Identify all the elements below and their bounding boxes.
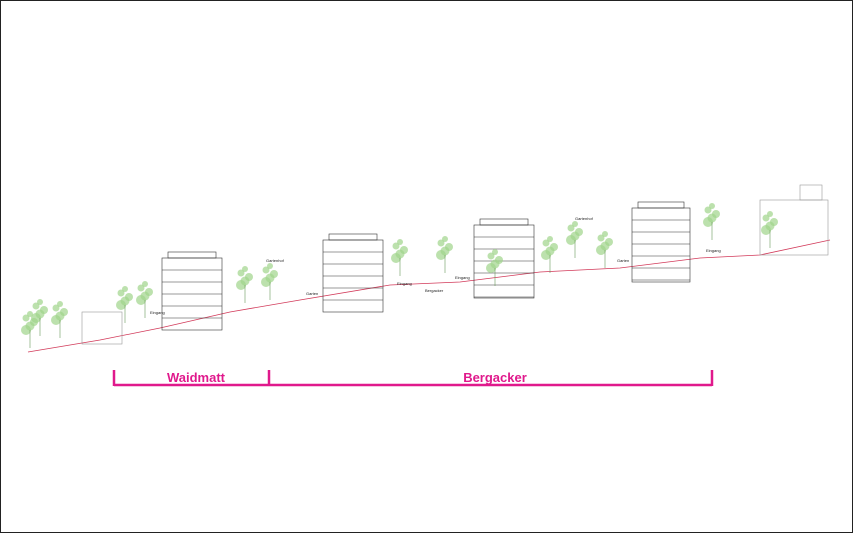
tree-foliage bbox=[60, 308, 68, 316]
tree-foliage bbox=[550, 243, 558, 251]
tree-foliage bbox=[117, 289, 125, 297]
tree-foliage bbox=[37, 299, 43, 305]
roof bbox=[479, 218, 529, 226]
section-label: Waidmatt bbox=[167, 370, 226, 385]
tree-foliage bbox=[262, 266, 270, 274]
tree-foliage bbox=[492, 249, 498, 255]
tree-foliage bbox=[40, 306, 48, 314]
tree-foliage bbox=[52, 304, 60, 312]
annotation: Eingang bbox=[150, 310, 165, 315]
tree-foliage bbox=[270, 270, 278, 278]
retaining-wall bbox=[81, 311, 123, 345]
tree-foliage bbox=[572, 221, 578, 227]
tree-foliage bbox=[547, 236, 553, 242]
tree-foliage bbox=[392, 242, 400, 250]
tree-foliage bbox=[712, 210, 720, 218]
section-label: Bergacker bbox=[463, 370, 527, 385]
trees bbox=[21, 203, 778, 348]
tree-foliage bbox=[125, 293, 133, 301]
neighbour-building bbox=[799, 184, 823, 201]
annotation: Gartenhof bbox=[266, 258, 285, 263]
tree-foliage bbox=[400, 246, 408, 254]
annotation: Eingang bbox=[455, 275, 470, 280]
tree-foliage bbox=[770, 218, 778, 226]
annotation: Eingang bbox=[706, 248, 721, 253]
tree-foliage bbox=[704, 206, 712, 214]
tree-foliage bbox=[245, 273, 253, 281]
tree-foliage bbox=[397, 239, 403, 245]
tree-foliage bbox=[445, 243, 453, 251]
roof bbox=[167, 251, 217, 259]
tree-foliage bbox=[437, 239, 445, 247]
tree-foliage bbox=[495, 256, 503, 264]
annotation: Eingang bbox=[397, 281, 412, 286]
tree-foliage bbox=[242, 266, 248, 272]
tree-foliage bbox=[602, 231, 608, 237]
tree-foliage bbox=[142, 281, 148, 287]
tree-foliage bbox=[542, 239, 550, 247]
tree-foliage bbox=[122, 286, 128, 292]
annotation: Bergacker bbox=[425, 288, 444, 293]
tree-foliage bbox=[762, 214, 770, 222]
tree-foliage bbox=[145, 288, 153, 296]
tree-foliage bbox=[137, 284, 145, 292]
tree-foliage bbox=[767, 211, 773, 217]
tree-foliage bbox=[22, 314, 30, 322]
neighbour-building bbox=[759, 199, 829, 256]
annotation: Garten bbox=[306, 291, 318, 296]
tree-foliage bbox=[487, 252, 495, 260]
tree-foliage bbox=[57, 301, 63, 307]
terrain-line bbox=[27, 239, 831, 353]
roof bbox=[637, 201, 685, 209]
buildings bbox=[81, 184, 829, 345]
tree-foliage bbox=[567, 224, 575, 232]
tree-foliage bbox=[237, 269, 245, 277]
tree-foliage bbox=[709, 203, 715, 209]
tree-foliage bbox=[442, 236, 448, 242]
annotations: Eingang Gartenhof Garten Eingang Bergacker Ei… bbox=[150, 216, 721, 315]
tree-foliage bbox=[32, 302, 40, 310]
section-bracket bbox=[112, 370, 714, 387]
tree-foliage bbox=[267, 263, 273, 269]
annotation: Gartenhof bbox=[575, 216, 594, 221]
tree-foliage bbox=[605, 238, 613, 246]
tree-foliage bbox=[30, 318, 38, 326]
roof bbox=[328, 233, 378, 241]
tree-foliage bbox=[597, 234, 605, 242]
tree-foliage bbox=[575, 228, 583, 236]
tree-foliage bbox=[27, 311, 33, 317]
annotation: Garten bbox=[617, 258, 629, 263]
